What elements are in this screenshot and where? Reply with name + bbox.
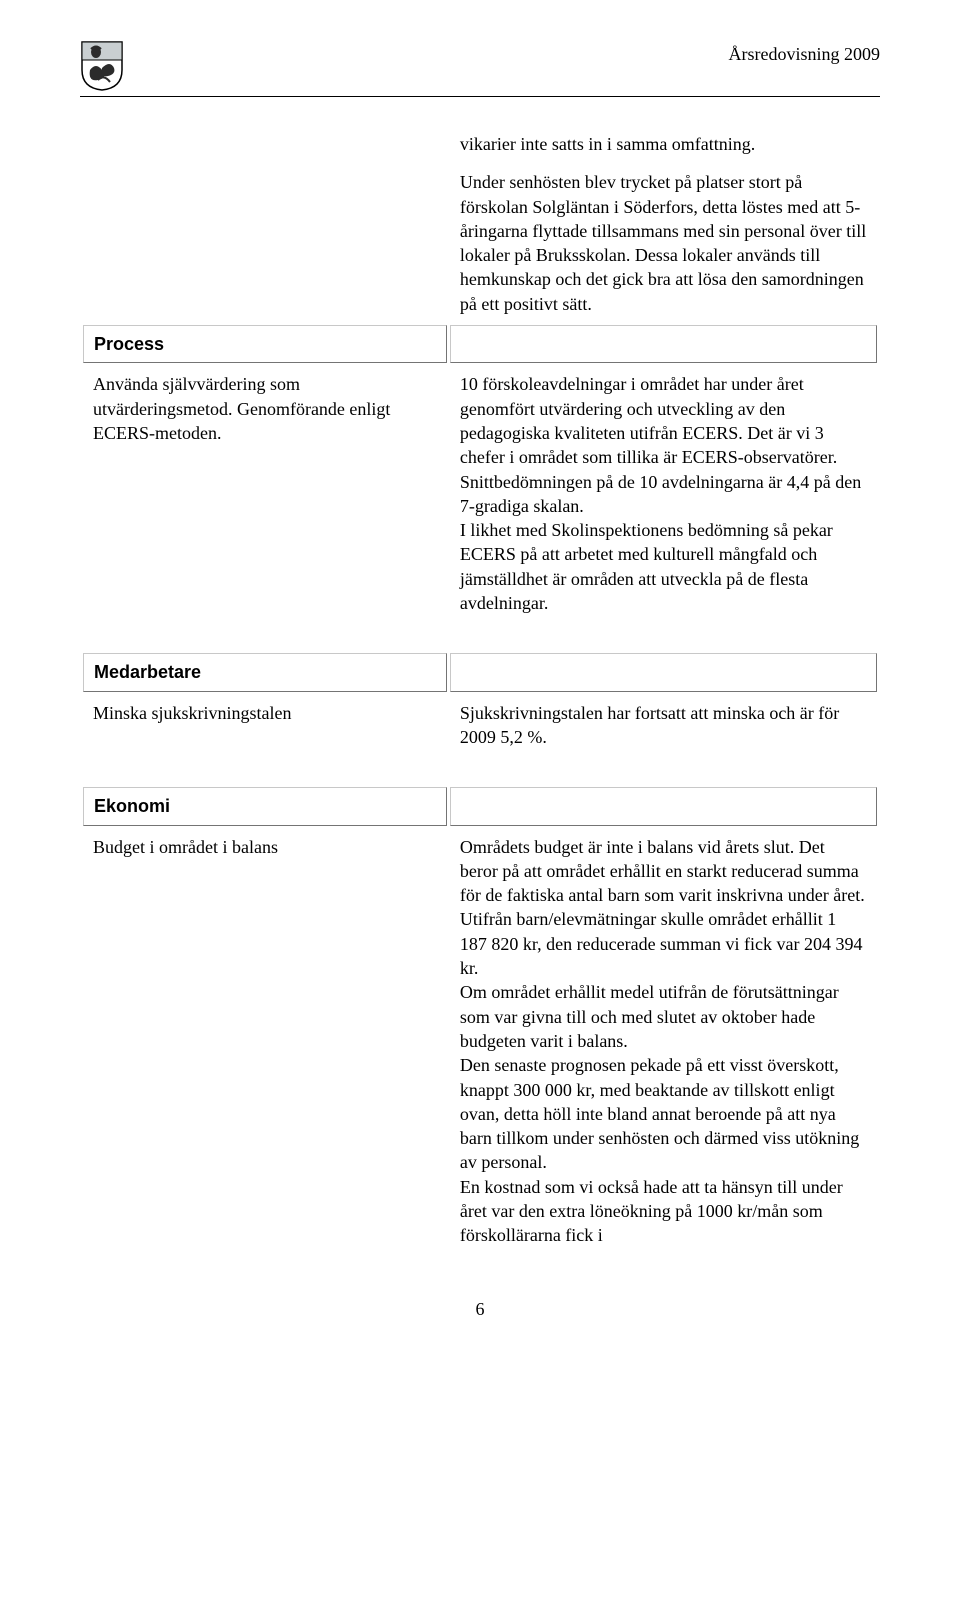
section-heading-process: Process bbox=[83, 325, 447, 363]
process-paragraph-1: 10 förskoleavdelningar i området har und… bbox=[460, 372, 867, 518]
intro-paragraph-1: vikarier inte satts in i samma omfattnin… bbox=[460, 132, 867, 156]
medarbetare-right-body: Sjukskrivningstalen har fortsatt att min… bbox=[450, 695, 877, 756]
page-number: 6 bbox=[80, 1297, 880, 1321]
page-header: Årsredovisning 2009 bbox=[80, 40, 880, 92]
empty-cell bbox=[83, 126, 447, 322]
medarbetare-left-body: Minska sjukskrivningstalen bbox=[83, 695, 447, 756]
intro-paragraph-2: Under senhösten blev trycket på platser … bbox=[460, 170, 867, 316]
empty-heading-cell bbox=[450, 325, 877, 363]
document-title: Årsredovisning 2009 bbox=[729, 42, 881, 66]
process-paragraph-2: I likhet med Skolinspektionens bedömning… bbox=[460, 518, 867, 615]
ekonomi-left-body: Budget i området i balans bbox=[83, 829, 447, 1254]
empty-heading-cell bbox=[450, 787, 877, 825]
ekonomi-paragraph-2: Om området erhållit medel utifrån de för… bbox=[460, 980, 867, 1053]
header-rule bbox=[80, 96, 880, 97]
table-process: vikarier inte satts in i samma omfattnin… bbox=[80, 123, 880, 624]
table-ekonomi: Ekonomi Budget i området i balans Område… bbox=[80, 784, 880, 1256]
ekonomi-paragraph-4: En kostnad som vi också hade att ta häns… bbox=[460, 1175, 867, 1248]
ekonomi-paragraph-1: Områdets budget är inte i balans vid åre… bbox=[460, 835, 867, 981]
process-right-body: 10 förskoleavdelningar i området har und… bbox=[450, 366, 877, 621]
section-heading-ekonomi: Ekonomi bbox=[83, 787, 447, 825]
table-medarbetare: Medarbetare Minska sjukskrivningstalen S… bbox=[80, 650, 880, 758]
municipal-shield-icon bbox=[80, 40, 124, 92]
process-left-body: Använda självvärdering som utvärderingsm… bbox=[83, 366, 447, 621]
ekonomi-paragraph-3: Den senaste prognosen pekade på ett viss… bbox=[460, 1053, 867, 1174]
intro-cell: vikarier inte satts in i samma omfattnin… bbox=[450, 126, 877, 322]
empty-heading-cell bbox=[450, 653, 877, 691]
ekonomi-right-body: Områdets budget är inte i balans vid åre… bbox=[450, 829, 877, 1254]
section-heading-medarbetare: Medarbetare bbox=[83, 653, 447, 691]
